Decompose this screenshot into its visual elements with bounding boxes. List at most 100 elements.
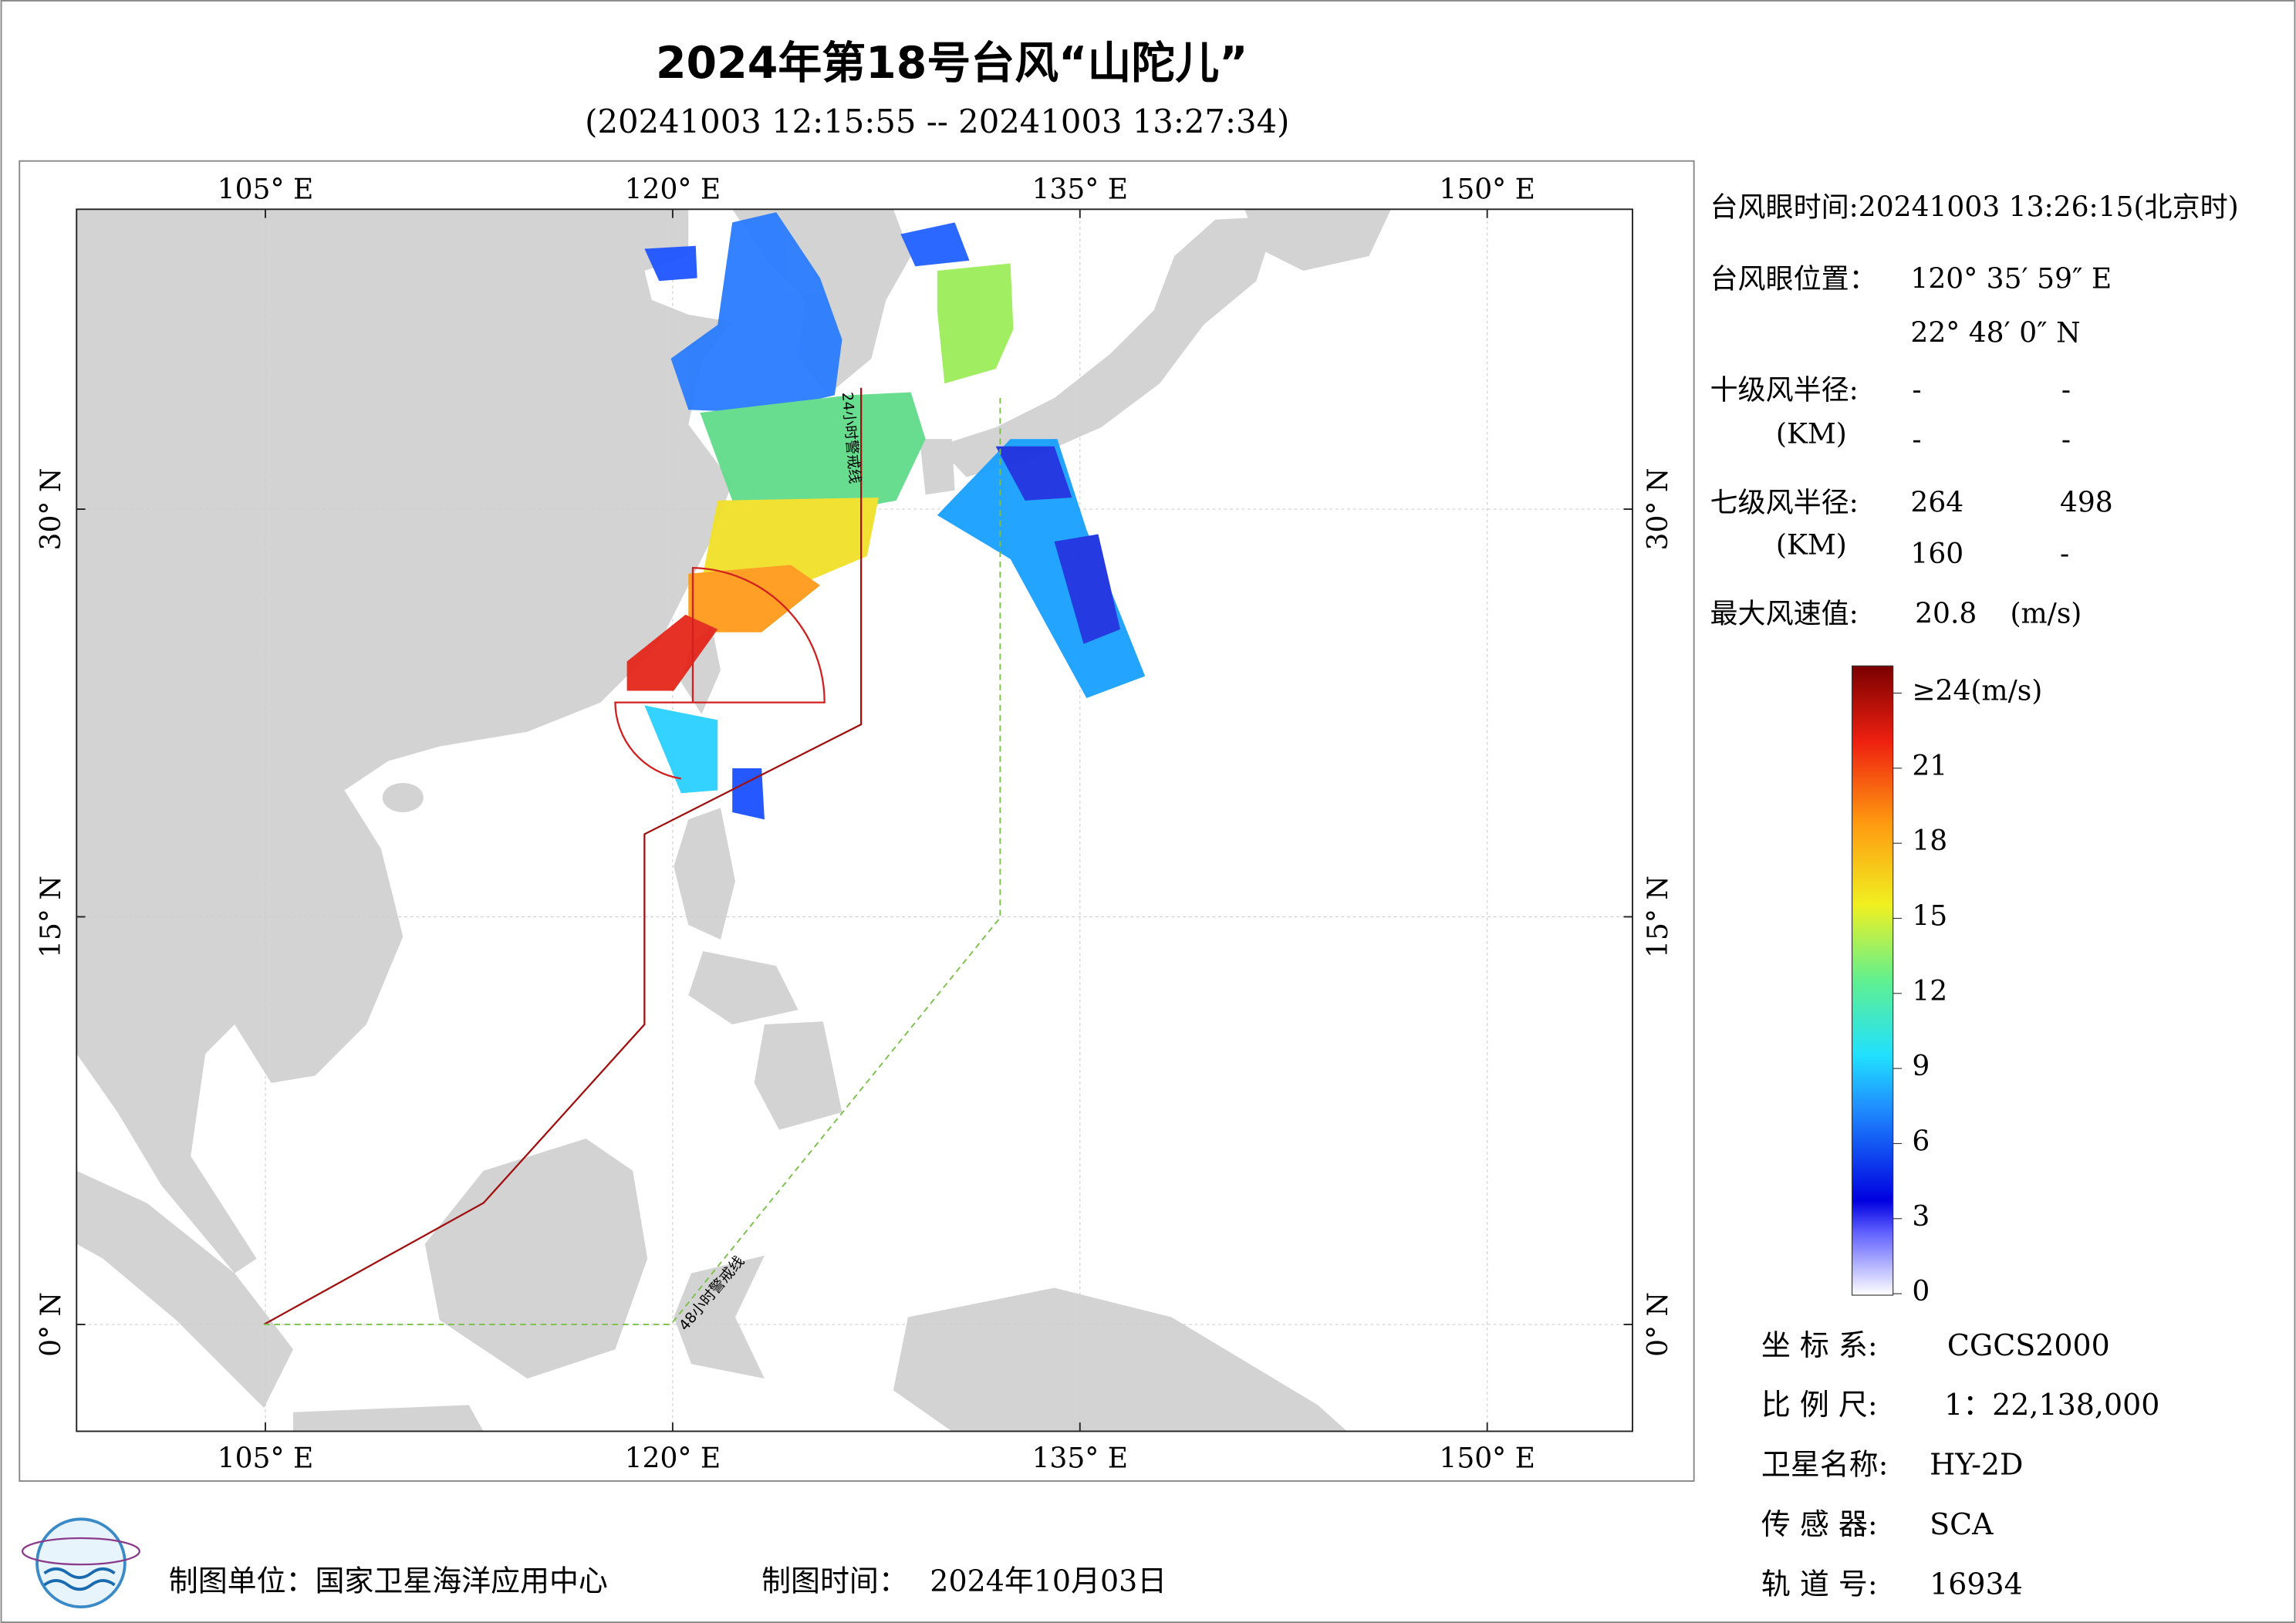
lat-label: 0° N (35, 1292, 67, 1357)
max-wind-label: 最大风速值: (1710, 599, 1859, 630)
hainan (382, 783, 424, 812)
meta-value: SCA (1930, 1507, 1994, 1541)
eye-time: 台风眼时间:20241003 13:26:15(北京时) (1710, 191, 2239, 223)
wind-patch (995, 446, 1072, 501)
lon-label: 105° E (218, 174, 314, 206)
borneo (424, 1139, 648, 1379)
subtitle: (20241003 12:15:55 -- 20241003 13:27:34) (585, 103, 1289, 140)
map-frame (76, 208, 1633, 1432)
colorbar-label: 6 (1912, 1125, 1930, 1157)
r10-unit: (KM) (1776, 418, 1847, 450)
wind-patch (700, 392, 926, 515)
hokkaido (1244, 209, 1391, 271)
logo-circle (35, 1517, 127, 1609)
land (76, 209, 1391, 1432)
wind-patch (626, 614, 718, 691)
lon-label: 150° E (1439, 1442, 1535, 1474)
meta-label: 比 例 尺: (1761, 1388, 1878, 1422)
japan (937, 216, 1277, 477)
meta-value: 16934 (1930, 1567, 2023, 1601)
wind-field (626, 212, 1146, 820)
meta-value: CGCS2000 (1947, 1328, 2110, 1362)
r7-value: 264 (1910, 488, 1963, 519)
colorbar-label: 3 (1912, 1201, 1930, 1233)
meta-label: 传 感 器: (1761, 1507, 1878, 1541)
r10-value: - (1912, 374, 1921, 406)
wind-patch (688, 565, 821, 633)
colorbar (1851, 665, 1894, 1296)
lat-label: 30° N (35, 468, 67, 551)
wind-patch (937, 263, 1014, 384)
meta-value: HY-2D (1930, 1448, 2023, 1482)
r10-value: - (2061, 374, 2071, 406)
footer-time-label: 制图时间： (761, 1564, 908, 1598)
visayas (688, 951, 799, 1025)
lat-label: 15° N (35, 876, 67, 958)
warning-lines (263, 387, 1001, 1325)
lat-label: 0° N (1643, 1292, 1674, 1357)
lon-label: 150° E (1439, 174, 1535, 206)
lon-label: 135° E (1032, 174, 1129, 206)
kyushu (920, 439, 955, 495)
colorbar-label: 15 (1912, 900, 1947, 932)
asia-mainland (76, 209, 733, 1274)
wind-radius (614, 566, 826, 780)
r10-value: - (1912, 424, 1921, 456)
max-wind-value: 20.8 (1915, 599, 1977, 630)
luzon (674, 808, 735, 940)
colorbar-label: 12 (1912, 976, 1947, 1007)
colorbar-label: 0 (1912, 1276, 1930, 1308)
max-wind-unit: (m/s) (2010, 599, 2082, 630)
colorbar-label: 21 (1912, 751, 1947, 782)
lat-label: 15° N (1643, 876, 1674, 958)
map-area: 24小时警戒线 48小时警戒线 (76, 209, 1633, 1432)
info-panel: 台风眼时间:20241003 13:26:15(北京时) 台风眼位置： 120°… (1710, 191, 2239, 629)
meta-value: 1：22,138,000 (1944, 1388, 2159, 1422)
logo-wave (43, 1567, 116, 1580)
footer-time: 2024年10月03日 (930, 1564, 1167, 1598)
mindanao (754, 1021, 842, 1130)
r7-value: 160 (1910, 538, 1963, 570)
wind-patch (644, 245, 697, 282)
eye-lon: 120° 35′ 59″ E (1910, 263, 2112, 295)
lon-label: 135° E (1032, 1442, 1129, 1474)
wind-patch (732, 768, 765, 820)
wind-patch (670, 212, 842, 413)
lon-label: 105° E (218, 1442, 314, 1474)
eye-lat: 22° 48′ 0″ N (1910, 317, 2080, 349)
wind-patch (900, 222, 970, 267)
r10-value: - (2061, 424, 2071, 456)
lon-label: 120° E (625, 1442, 721, 1474)
colorbar-ticks: ≥24(m/s) 21 18 15 12 9 6 3 0 (1893, 676, 2042, 1308)
r7-unit: (KM) (1776, 530, 1847, 562)
logo (21, 1517, 140, 1609)
metadata: 坐 标 系: CGCS2000 比 例 尺: 1：22,138,000 卫星名称: HY-… (1761, 1328, 2159, 1601)
r7-value: 498 (2060, 488, 2113, 519)
title: 2024年第18号台风“山陀儿” (656, 38, 1248, 89)
footer-unit: 制图单位：国家卫星海洋应用中心 (169, 1564, 608, 1598)
colorbar-label: 9 (1912, 1051, 1930, 1082)
sumatra (76, 1170, 294, 1409)
warning-line-48h (264, 398, 1001, 1325)
new-guinea (893, 1287, 1348, 1432)
logo-orbit (21, 1537, 140, 1566)
meta-label: 轨 道 号: (1761, 1567, 1878, 1601)
r7-value: - (2060, 538, 2069, 570)
colorbar-label: ≥24(m/s) (1912, 676, 2042, 707)
wind-patch (1054, 534, 1120, 644)
meta-label: 卫星名称: (1761, 1448, 1889, 1482)
colorbar-label: 18 (1912, 825, 1947, 857)
r7-label: 七级风半径: (1710, 488, 1859, 519)
eye-position-label: 台风眼位置： (1710, 263, 1877, 295)
map-outer-frame (19, 160, 1695, 1482)
sulawesi (674, 1255, 765, 1379)
wind-patch (703, 498, 879, 589)
lon-label: 120° E (625, 174, 721, 206)
lat-label: 30° N (1643, 468, 1674, 551)
warning-line-24h (263, 387, 863, 1325)
meta-label: 坐 标 系: (1761, 1328, 1878, 1362)
logo-wave (43, 1579, 116, 1591)
r10-label: 十级风半径: (1710, 374, 1859, 406)
